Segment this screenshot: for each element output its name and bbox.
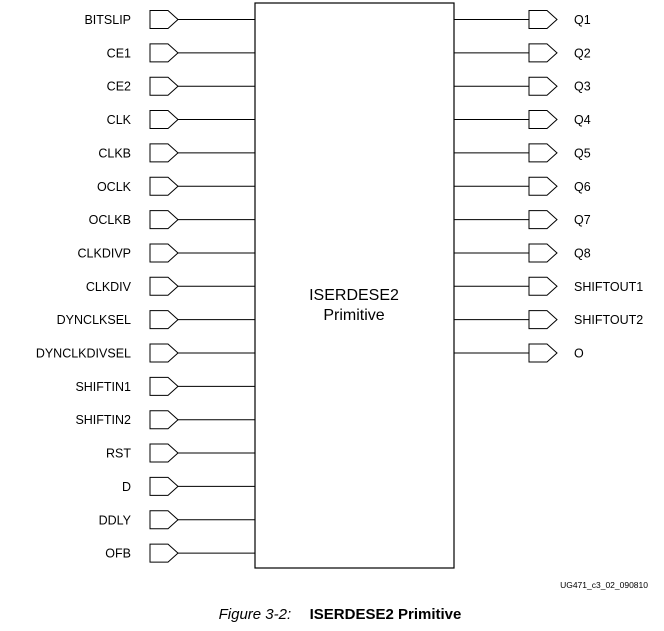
output-label: Q6 <box>574 180 591 194</box>
block-subtitle: Primitive <box>323 307 384 324</box>
output-label: Q1 <box>574 13 591 27</box>
input-pin-oclkb: OCLKB <box>89 210 255 230</box>
output-port-arrow <box>528 176 558 196</box>
input-pin-shiftin2: SHIFTIN2 <box>75 410 255 430</box>
input-pin-oclk: OCLK <box>97 176 255 196</box>
output-label: Q2 <box>574 46 591 60</box>
input-port-arrow <box>149 310 179 330</box>
output-port-arrow <box>528 76 558 96</box>
caption-title: ISERDESE2 Primitive <box>310 606 462 623</box>
input-port-arrow <box>149 276 179 296</box>
input-pin-dynclkdivsel: DYNCLKDIVSEL <box>36 343 255 363</box>
input-pin-dynclksel: DYNCLKSEL <box>57 310 255 330</box>
input-label: RST <box>106 447 131 461</box>
input-label: SHIFTIN1 <box>75 380 131 394</box>
output-port-arrow <box>528 143 558 163</box>
output-pin-shiftout1: SHIFTOUT1 <box>454 276 643 296</box>
output-pin-q6: Q6 <box>454 176 591 196</box>
output-label: Q7 <box>574 213 591 227</box>
input-port-arrow <box>149 476 179 496</box>
input-port-arrow <box>149 543 179 563</box>
input-port-arrow <box>149 110 179 130</box>
output-pin-q1: Q1 <box>454 10 591 29</box>
input-pin-shiftin1: SHIFTIN1 <box>75 376 255 396</box>
output-port-arrow <box>528 343 558 363</box>
input-label: CLKB <box>98 146 131 160</box>
primitive-block <box>254 2 455 569</box>
output-port-arrow <box>528 110 558 130</box>
input-port-arrow <box>149 243 179 263</box>
figure-caption: Figure 3-2: ISERDESE2 Primitive <box>219 606 462 623</box>
output-pin-q4: Q4 <box>454 110 591 130</box>
output-port-arrow <box>528 243 558 263</box>
output-pin-q3: Q3 <box>454 76 591 96</box>
input-port-arrow <box>149 76 179 96</box>
input-pin-ddly: DDLY <box>99 510 255 530</box>
input-port-arrow <box>149 410 179 430</box>
input-label: BITSLIP <box>84 13 131 27</box>
input-label: CLKDIVP <box>78 246 132 260</box>
input-port-arrow <box>149 143 179 163</box>
input-label: DDLY <box>99 513 132 527</box>
output-label: Q3 <box>574 80 591 94</box>
caption-prefix: Figure 3-2: <box>219 606 292 623</box>
output-pin-q8: Q8 <box>454 243 591 263</box>
output-pin-q5: Q5 <box>454 143 591 163</box>
input-label: CE1 <box>107 46 131 60</box>
input-pin-ce2: CE2 <box>107 76 255 96</box>
input-label: CE2 <box>107 80 131 94</box>
input-pin-clkdivp: CLKDIVP <box>78 243 255 263</box>
input-pin-clk: CLK <box>107 110 255 130</box>
output-port-arrow <box>528 10 558 29</box>
output-label: Q5 <box>574 146 591 160</box>
input-pin-d: D <box>122 476 255 496</box>
input-pin-clkdiv: CLKDIV <box>86 276 255 296</box>
input-label: CLKDIV <box>86 280 132 294</box>
input-label: OCLKB <box>89 213 131 227</box>
input-pin-ce1: CE1 <box>107 43 255 63</box>
input-port-arrow <box>149 510 179 530</box>
input-label: OCLK <box>97 180 132 194</box>
output-label: Q4 <box>574 113 591 127</box>
output-pin-shiftout2: SHIFTOUT2 <box>454 310 643 330</box>
block-name: ISERDESE2 <box>309 287 399 304</box>
output-pin-q7: Q7 <box>454 210 591 230</box>
input-pin-clkb: CLKB <box>98 143 255 163</box>
input-label: SHIFTIN2 <box>75 413 131 427</box>
input-pin-rst: RST <box>106 443 255 463</box>
output-label: Q8 <box>574 246 591 260</box>
input-port-arrow <box>149 176 179 196</box>
output-pins: Q1 Q2 Q3 Q4 Q5 Q6 Q7 Q8 SHIFTOUT1 SHIFTOUT2 O <box>454 10 643 363</box>
output-pin-o: O <box>454 343 584 363</box>
output-port-arrow <box>528 43 558 63</box>
output-label: SHIFTOUT2 <box>574 313 643 327</box>
output-port-arrow <box>528 276 558 296</box>
input-port-arrow <box>149 376 179 396</box>
input-label: DYNCLKDIVSEL <box>36 347 131 361</box>
output-port-arrow <box>528 310 558 330</box>
input-port-arrow <box>149 210 179 230</box>
input-label: D <box>122 480 131 494</box>
output-label: SHIFTOUT1 <box>574 280 643 294</box>
input-pin-ofb: OFB <box>105 543 255 563</box>
input-port-arrow <box>149 10 179 29</box>
input-label: DYNCLKSEL <box>57 313 131 327</box>
output-port-arrow <box>528 210 558 230</box>
input-port-arrow <box>149 443 179 463</box>
input-pin-bitslip: BITSLIP <box>84 10 255 29</box>
output-label: O <box>574 347 584 361</box>
output-pin-q2: Q2 <box>454 43 591 63</box>
document-id: UG471_c3_02_090810 <box>560 580 648 590</box>
input-label: OFB <box>105 547 131 561</box>
input-port-arrow <box>149 43 179 63</box>
input-pins: BITSLIP CE1 CE2 CLK CLKB OCLK OCLKB CLKDIVP CLKD… <box>36 10 255 563</box>
input-port-arrow <box>149 343 179 363</box>
input-label: CLK <box>107 113 132 127</box>
